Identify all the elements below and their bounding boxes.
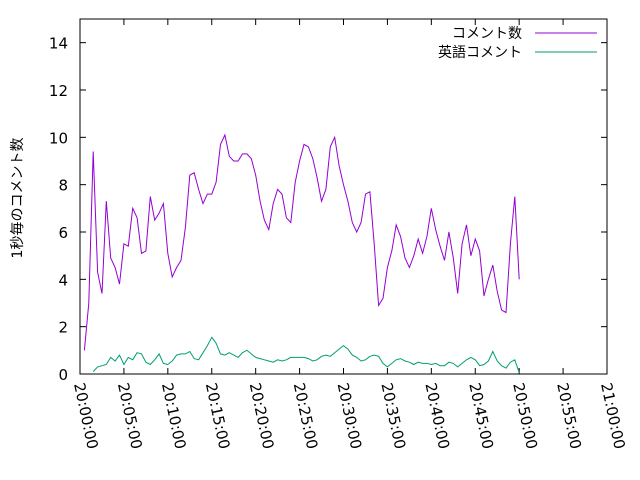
x-tick-label: 20:25:00 bbox=[290, 381, 322, 451]
x-tick-label: 20:15:00 bbox=[202, 381, 234, 451]
y-tick-label: 8 bbox=[58, 177, 68, 195]
x-tick-label: 20:00:00 bbox=[70, 381, 102, 451]
plot-border bbox=[79, 18, 608, 375]
series-layer bbox=[83, 133, 520, 373]
series-line-0 bbox=[83, 133, 520, 351]
legend-label-1: 英語コメント bbox=[438, 44, 522, 61]
x-tick-label: 20:45:00 bbox=[465, 381, 497, 451]
series-line-1 bbox=[92, 336, 520, 373]
y-tick-label: 6 bbox=[58, 224, 68, 242]
legend-label-0: コメント数 bbox=[452, 26, 522, 42]
y-tick-label: 10 bbox=[49, 129, 68, 147]
y-axis-ticks: 0 2 4 6 8 10 12 14 bbox=[49, 35, 607, 384]
x-tick-label: 20:10:00 bbox=[158, 381, 190, 451]
y-tick-label: 12 bbox=[49, 82, 68, 100]
y-tick-label: 2 bbox=[58, 319, 68, 337]
y-axis-label: 1秒毎のコメント数 bbox=[10, 138, 26, 259]
x-tick-label: 20:50:00 bbox=[509, 381, 541, 451]
y-tick-label: 14 bbox=[49, 35, 68, 53]
x-tick-label: 20:05:00 bbox=[114, 381, 146, 451]
x-tick-label: 20:55:00 bbox=[553, 381, 585, 451]
x-axis-ticks: 20:00:00 20:05:00 20:10:00 20:15:00 20:20:00… bbox=[70, 19, 629, 451]
x-tick-label: 20:35:00 bbox=[378, 381, 410, 451]
x-tick-label: 21:00:00 bbox=[597, 381, 629, 451]
y-tick-label: 0 bbox=[58, 366, 68, 384]
y-tick-label: 4 bbox=[58, 271, 68, 289]
x-tick-label: 20:20:00 bbox=[246, 381, 278, 451]
x-tick-label: 20:30:00 bbox=[334, 381, 366, 451]
x-tick-label: 20:40:00 bbox=[421, 381, 453, 451]
